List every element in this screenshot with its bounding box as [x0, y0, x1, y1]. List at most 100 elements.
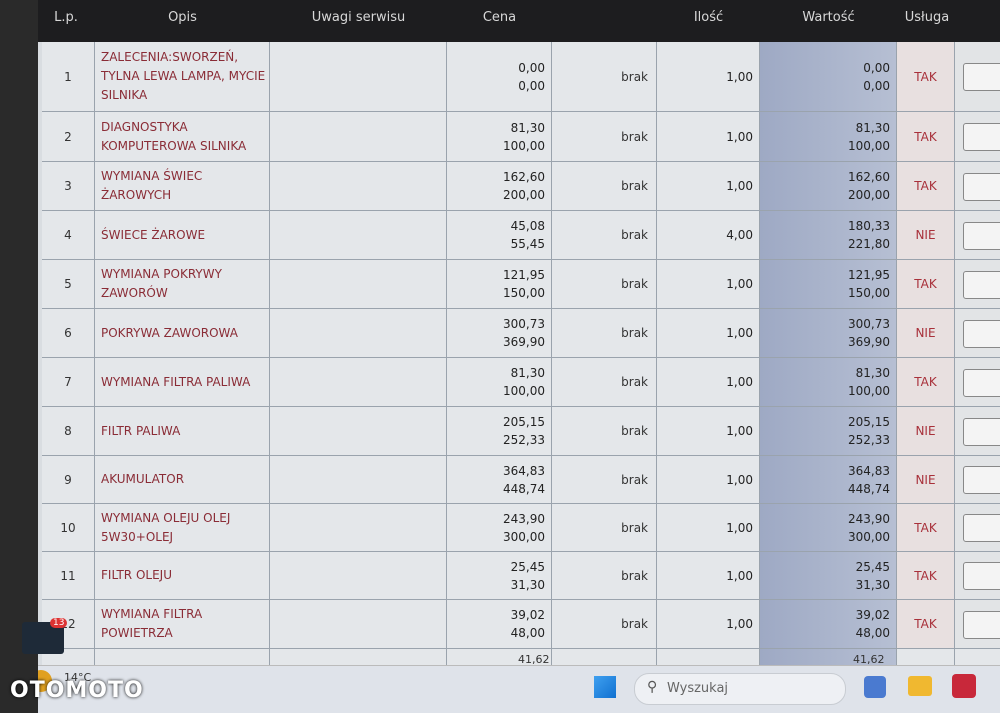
- column-header: Uwagi serwisu: [311, 10, 406, 25]
- value-amount: 150,00: [848, 286, 890, 300]
- value: 162,60 200,00: [760, 162, 897, 211]
- search-placeholder: Wyszukaj: [667, 681, 729, 696]
- action-cell: [955, 260, 1000, 309]
- price-value: 200,00: [503, 188, 545, 202]
- service-flag: TAK: [897, 42, 955, 112]
- explorer-icon[interactable]: [908, 676, 932, 696]
- input-box[interactable]: [963, 63, 1000, 91]
- app-icon[interactable]: [952, 674, 976, 698]
- weather-icon: [38, 670, 52, 692]
- status: brak: [552, 456, 657, 504]
- service-notes: [270, 456, 447, 504]
- price-value: 252,33: [503, 433, 545, 447]
- row-number: 1: [42, 42, 95, 112]
- input-box[interactable]: [963, 466, 1000, 494]
- input-box[interactable]: [963, 562, 1000, 590]
- description: FILTR OLEJU: [95, 552, 270, 600]
- value-amount: 0,00: [863, 60, 890, 75]
- service-flag: TAK: [897, 504, 955, 552]
- input-box[interactable]: [963, 172, 1000, 201]
- action-cell: [955, 211, 1000, 260]
- column-header: Wartość: [802, 10, 855, 25]
- action-cell: [955, 112, 1000, 162]
- input-box[interactable]: [963, 610, 1000, 639]
- row-number: 10: [42, 504, 95, 552]
- quantity: 1,00: [657, 600, 760, 649]
- service-notes: [270, 552, 447, 600]
- column-header: Ilość: [693, 10, 724, 25]
- value-amount: 448,74: [848, 481, 890, 496]
- action-cell: [955, 309, 1000, 358]
- value-amount: 121,95: [848, 268, 890, 282]
- quantity: 1,00: [657, 407, 760, 456]
- input-box[interactable]: [963, 514, 1000, 542]
- price: 45,08 55,45: [447, 211, 552, 260]
- mail-badge: 13: [50, 618, 68, 628]
- value: 0,00 0,00: [760, 42, 897, 112]
- taskbar-app[interactable]: [864, 676, 886, 698]
- description: POKRYWA ZAWOROWA: [95, 309, 270, 358]
- start-button[interactable]: [594, 676, 616, 698]
- service-notes: [270, 407, 447, 456]
- price-value: 121,95: [503, 268, 545, 282]
- service-notes: [270, 504, 447, 552]
- input-box[interactable]: [963, 221, 1000, 250]
- service-flag: TAK: [897, 260, 955, 309]
- value: 300,73 369,90: [760, 309, 897, 358]
- table-header: L.p. Opis Uwagi serwisu Cena Ilość Wartość Usł…: [38, 0, 1000, 42]
- service-flag: TAK: [897, 112, 955, 162]
- service-notes: [270, 112, 447, 162]
- column-header: Usługa: [904, 10, 950, 25]
- value-amount: 100,00: [848, 384, 890, 398]
- input-box[interactable]: [963, 417, 1000, 446]
- price: 39,02 48,00: [447, 600, 552, 649]
- description: WYMIANA FILTRA POWIETRZA: [95, 600, 270, 649]
- quantity: 1,00: [657, 504, 760, 552]
- status: brak: [552, 162, 657, 211]
- price-value: 39,02: [510, 608, 545, 622]
- column-header: L.p.: [54, 10, 78, 25]
- description: AKUMULATOR: [95, 456, 270, 504]
- value: 121,95 150,00: [760, 260, 897, 309]
- value-amount: 25,45: [855, 559, 890, 574]
- price-value: 81,30: [510, 120, 545, 135]
- service-notes: [270, 42, 447, 112]
- quantity: 1,00: [657, 456, 760, 504]
- price-value: 0,00: [518, 78, 545, 93]
- price: 0,00 0,00: [447, 42, 552, 112]
- action-cell: [955, 552, 1000, 600]
- column-header: Cena: [482, 10, 517, 25]
- quantity: 1,00: [657, 552, 760, 600]
- taskbar: 14°C ⚲ Wyszukaj: [38, 665, 1000, 713]
- value-amount: 31,30: [855, 577, 890, 592]
- price: 81,30 100,00: [447, 112, 552, 162]
- weather-text: 14°C: [64, 671, 92, 684]
- value: 205,15 252,33: [760, 407, 897, 456]
- value-amount: 81,30: [855, 120, 890, 135]
- value: 39,02 48,00: [760, 600, 897, 649]
- price: 162,60 200,00: [447, 162, 552, 211]
- input-box[interactable]: [963, 270, 1000, 299]
- input-box[interactable]: [963, 368, 1000, 397]
- price: 364,83 448,74: [447, 456, 552, 504]
- value-amount: 243,90: [848, 511, 890, 526]
- input-box[interactable]: [963, 123, 1000, 151]
- price: 243,90 300,00: [447, 504, 552, 552]
- quantity: 1,00: [657, 260, 760, 309]
- row-number: 7: [42, 358, 95, 407]
- value-amount: 39,02: [855, 608, 890, 622]
- price-value: 448,74: [503, 481, 545, 496]
- mail-icon[interactable]: 13: [22, 618, 68, 654]
- status: brak: [552, 358, 657, 407]
- value-amount: 364,83: [848, 463, 890, 478]
- price-value: 300,00: [503, 529, 545, 544]
- row-number: 6: [42, 309, 95, 358]
- service-flag: NIE: [897, 456, 955, 504]
- price-value: 162,60: [503, 170, 545, 184]
- quantity: 4,00: [657, 211, 760, 260]
- search-box[interactable]: ⚲ Wyszukaj: [634, 673, 846, 705]
- value: 180,33 221,80: [760, 211, 897, 260]
- value-amount: 205,15: [848, 415, 890, 429]
- input-box[interactable]: [963, 319, 1000, 348]
